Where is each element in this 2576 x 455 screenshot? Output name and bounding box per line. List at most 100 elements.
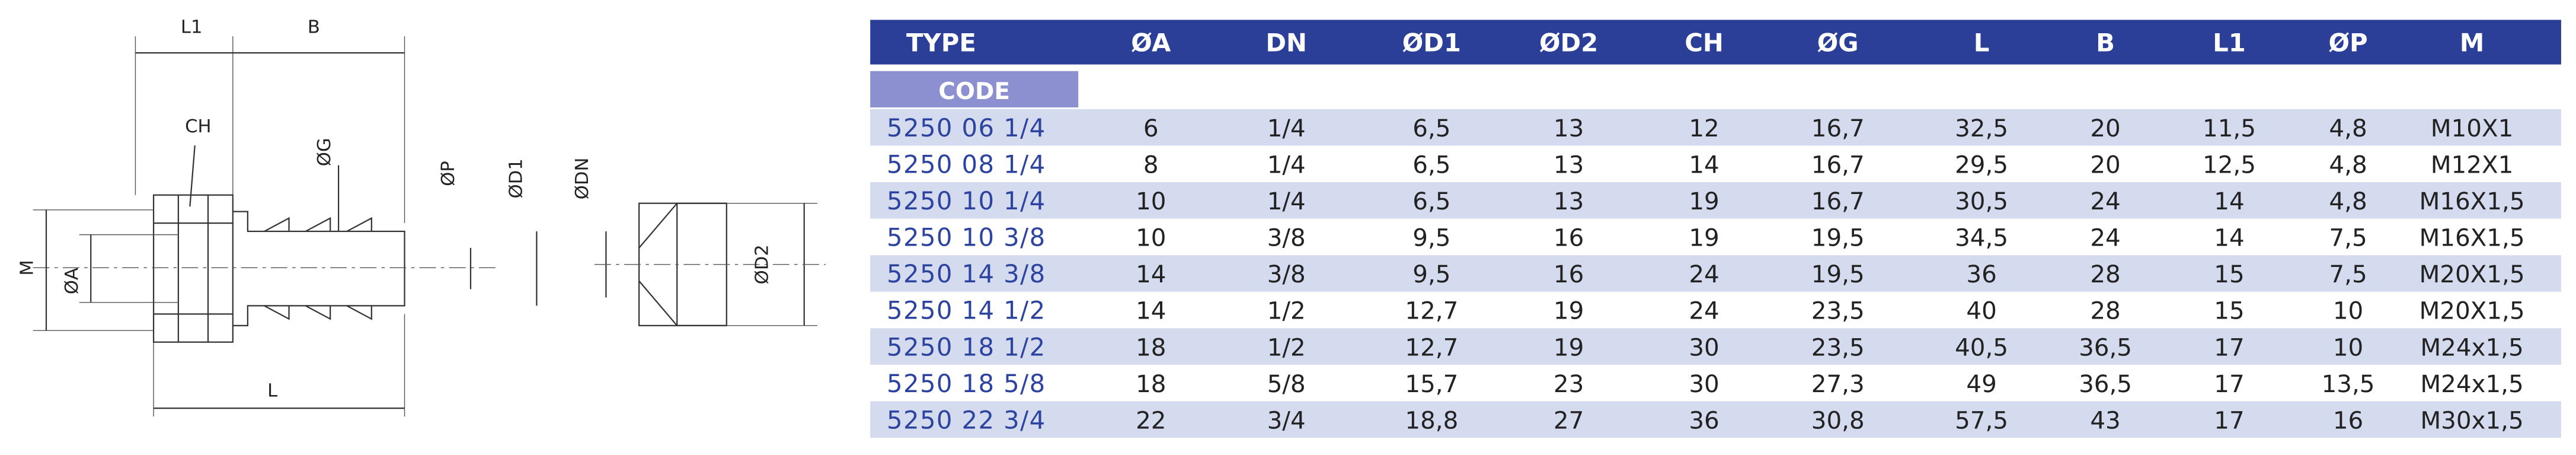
drawing-label: ØA [62, 268, 82, 294]
value-cell: 13 [1554, 114, 1584, 142]
value-cell: 1/4 [1267, 151, 1306, 179]
value-cell: 16 [1554, 260, 1584, 288]
value-cell: 14 [2214, 187, 2244, 215]
drawing-label: ØD1 [506, 158, 526, 198]
header-cell: ØP [2328, 28, 2367, 57]
value-cell: 7,5 [2329, 224, 2367, 252]
header-cell: M [2460, 28, 2485, 57]
value-cell: 13,5 [2322, 370, 2375, 398]
value-cell: 3/4 [1267, 406, 1306, 434]
value-cell: 6,5 [1412, 114, 1450, 142]
value-cell: 4,8 [2329, 187, 2367, 215]
code-cell: 5250 18 5/8 [887, 369, 1046, 398]
value-cell: 10 [1136, 224, 1166, 252]
value-cell: M20X1,5 [2419, 260, 2524, 288]
value-cell: 32,5 [1955, 114, 2008, 142]
value-cell: 7,5 [2329, 260, 2367, 288]
value-cell: 10 [2333, 333, 2363, 361]
drawing-label: ØG [314, 138, 335, 166]
value-cell: 36,5 [2079, 370, 2132, 398]
value-cell: 43 [2090, 406, 2120, 434]
header-cell: L [1974, 28, 1990, 57]
header-cell: CH [1685, 28, 1724, 57]
code-cell: 5250 14 3/8 [887, 259, 1046, 288]
value-cell: M16X1,5 [2419, 224, 2524, 252]
drawing-label: B [308, 17, 320, 38]
value-cell: 16 [1554, 224, 1584, 252]
value-cell: 15 [2214, 297, 2244, 325]
drawing-label: ØD2 [752, 244, 772, 284]
value-cell: 27 [1554, 406, 1584, 434]
row-shade [870, 401, 2561, 438]
value-cell: 29,5 [1955, 151, 2008, 179]
value-cell: 19,5 [1811, 224, 1865, 252]
value-cell: 6 [1143, 114, 1159, 142]
value-cell: 36 [1689, 406, 1719, 434]
value-cell: 15 [2214, 260, 2244, 288]
value-cell: 3/8 [1267, 224, 1306, 252]
value-cell: 28 [2090, 297, 2120, 325]
value-cell: 17 [2214, 406, 2244, 434]
value-cell: 1/4 [1267, 187, 1306, 215]
header-row [870, 20, 2561, 65]
value-cell: 12 [1689, 114, 1719, 142]
value-cell: 14 [1689, 151, 1719, 179]
drawing-label: M [17, 260, 38, 275]
value-cell: 24 [2090, 187, 2120, 215]
code-cell: 5250 10 3/8 [887, 223, 1046, 252]
value-cell: 30,5 [1955, 187, 2008, 215]
value-cell: 9,5 [1412, 260, 1450, 288]
value-cell: 30 [1689, 333, 1719, 361]
value-cell: 13 [1554, 187, 1584, 215]
value-cell: 14 [1136, 260, 1166, 288]
value-cell: 57,5 [1955, 406, 2008, 434]
value-cell: 19 [1689, 187, 1719, 215]
value-cell: 5/8 [1267, 370, 1306, 398]
value-cell: 1/2 [1267, 297, 1306, 325]
header-cell: ØA [1131, 28, 1171, 57]
technical-drawing: L1 B CH ØG ØP ØD1 ØDN M ØA ØD2 L [17, 17, 826, 417]
code-label-box [870, 71, 1079, 108]
value-cell: 22 [1136, 406, 1166, 434]
value-cell: 3/8 [1267, 260, 1306, 288]
header-cell: ØD1 [1402, 28, 1461, 57]
value-cell: 16,7 [1811, 151, 1865, 179]
value-cell: 20 [2090, 151, 2120, 179]
dimension-table: TYPE ØA DN ØD1 ØD2 CH ØG L B L1 ØP M CODE 5250 06 1/4… [870, 20, 2561, 438]
value-cell: 1/4 [1267, 114, 1306, 142]
row-shade [870, 182, 2561, 219]
value-cell: 12,7 [1405, 333, 1458, 361]
drawing-label: L [267, 381, 277, 402]
code-cell: 5250 08 1/4 [887, 149, 1046, 179]
value-cell: 19 [1689, 224, 1719, 252]
value-cell: 4,8 [2329, 151, 2367, 179]
value-cell: M30x1,5 [2420, 406, 2523, 434]
value-cell: 19,5 [1811, 260, 1865, 288]
drawing-label: CH [185, 116, 211, 137]
value-cell: 49 [1966, 370, 1996, 398]
row-shade [870, 255, 2561, 292]
row-shade [870, 109, 2561, 146]
value-cell: 30 [1689, 370, 1719, 398]
value-cell: 36,5 [2079, 333, 2132, 361]
value-cell: 14 [1136, 297, 1166, 325]
value-cell: 12,7 [1405, 297, 1458, 325]
value-cell: 24 [1689, 260, 1719, 288]
value-cell: 36 [1966, 260, 1996, 288]
code-cell: 5250 14 1/2 [887, 296, 1046, 325]
code-cell: 5250 18 1/2 [887, 332, 1046, 361]
value-cell: 23,5 [1811, 297, 1865, 325]
value-cell: 10 [1136, 187, 1166, 215]
value-cell: 17 [2214, 370, 2244, 398]
code-cell: 5250 22 3/4 [887, 405, 1046, 434]
value-cell: 24 [1689, 297, 1719, 325]
header-cell: ØG [1817, 28, 1859, 57]
value-cell: 18 [1136, 370, 1166, 398]
value-cell: 4,8 [2329, 114, 2367, 142]
value-cell: 16,7 [1811, 187, 1865, 215]
drawing-label: L1 [181, 17, 203, 38]
value-cell: 24 [2090, 224, 2120, 252]
value-cell: 10 [2333, 297, 2363, 325]
value-cell: 8 [1143, 151, 1159, 179]
